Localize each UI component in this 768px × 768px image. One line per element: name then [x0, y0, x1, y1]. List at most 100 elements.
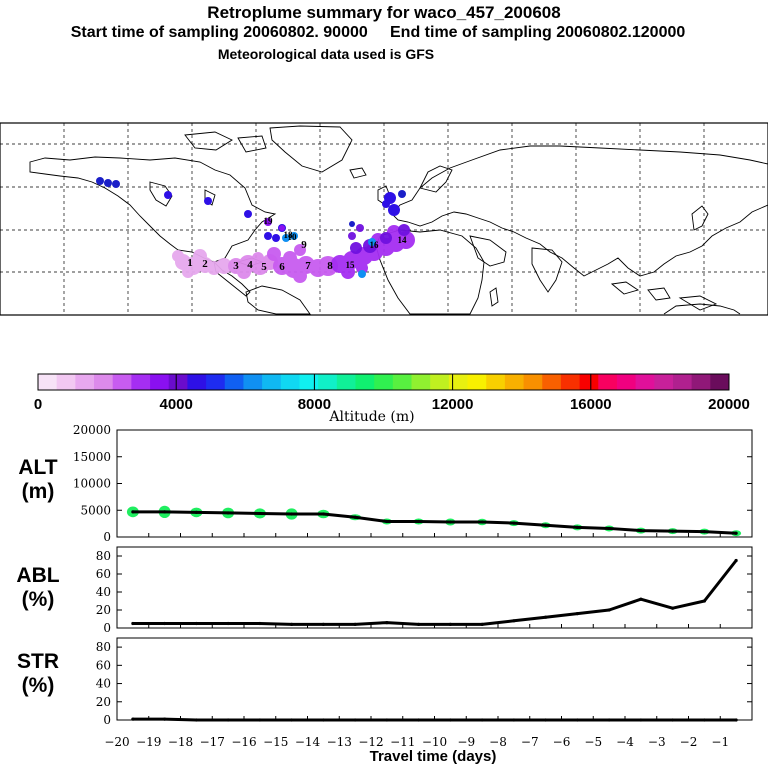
str-data-point	[131, 717, 135, 721]
alt-panel-ylabel: ALT (m)	[8, 456, 68, 504]
str-ylabel-line2: (%)	[21, 674, 55, 697]
plume-marker-label: 1	[187, 257, 193, 269]
x-tick-label: −2	[680, 735, 698, 749]
y-tick-label: 80	[96, 640, 111, 654]
plume-marker-label: 8	[327, 260, 333, 272]
x-tick-label: −16	[231, 735, 256, 749]
met-data-subtitle: Meteorological data used is GFS	[217, 46, 435, 62]
coastlines	[29, 125, 768, 315]
colorbar-swatch	[336, 374, 356, 390]
plume-marker-label: 7	[305, 260, 311, 272]
x-axis: −20 −19 −18 −17 −16 −15 −14 −13 −12 −11 −10 −9 −8 −7−…	[104, 735, 729, 749]
y-tick-label: 60	[96, 567, 111, 581]
str-data-point	[639, 718, 643, 722]
alt-data-point	[385, 519, 389, 524]
str-panel-frame	[116, 637, 753, 721]
y-tick-label: 20	[96, 603, 111, 617]
x-axis-label: Travel time (days)	[369, 748, 497, 765]
abl-data-point	[163, 621, 167, 626]
colorbar-swatch	[560, 374, 581, 390]
colorbar-swatch	[392, 374, 413, 390]
alt-data-point	[163, 510, 167, 514]
colorbar-swatch	[94, 374, 114, 390]
y-tick-label: 5000	[80, 503, 111, 517]
plume-marker-label: 2	[202, 258, 208, 270]
y-tick-label: 40	[96, 585, 111, 599]
x-tick-label: −6	[553, 735, 571, 749]
colorbar-tick-label: 12000	[432, 396, 474, 413]
colorbar-tick-label: 0	[34, 396, 42, 413]
alt-data-point	[226, 511, 230, 515]
alt-data-point	[512, 521, 516, 525]
alt-data-point	[575, 525, 579, 529]
alt-data-point	[702, 530, 706, 534]
str-data-point	[512, 718, 516, 722]
abl-data-point	[512, 619, 516, 623]
str-data-point	[321, 718, 325, 722]
colorbar-swatch	[374, 374, 394, 390]
alt-data-point	[353, 515, 357, 519]
str-panel-ylabel: STR (%)	[8, 650, 68, 698]
abl-data-point	[226, 621, 230, 626]
alt-data-point	[544, 523, 548, 527]
x-tick-label: −14	[295, 735, 321, 749]
str-data-point	[575, 718, 579, 722]
abl-data-point	[544, 615, 548, 619]
x-tick-label: −17	[200, 735, 225, 749]
x-tick-label: −12	[358, 735, 383, 749]
plume-marker-label: 9	[301, 239, 307, 251]
altitude-colorbar: 0 4000 8000 12000 16000 20000	[34, 373, 750, 413]
colorbar-swatch	[262, 374, 282, 390]
abl-data-point	[607, 608, 611, 612]
abl-data-point	[448, 622, 452, 627]
world-map: 1 2 3 4 5 6 7 8 910 16 14 18 15 19	[0, 122, 768, 316]
alt-data-point	[131, 510, 135, 514]
y-tick-label: 0	[103, 530, 111, 544]
time-series-panels: 0 5000 10000 15000 20000 0 20 40 60 80 0 20 40 60 80 −2…	[73, 423, 753, 749]
abl-ylabel-line1: ABL	[16, 564, 60, 587]
str-data-point	[702, 718, 706, 722]
abl-data-point	[702, 599, 706, 603]
colorbar-swatch	[411, 374, 431, 390]
alt-data-point	[290, 512, 294, 516]
alt-panel: 0 5000 10000 15000 20000	[73, 423, 753, 544]
str-data-point	[734, 718, 738, 722]
y-tick-label: 0	[103, 621, 111, 635]
str-data-point	[258, 718, 262, 722]
colorbar-tick-label: 20000	[708, 396, 750, 413]
abl-data-point	[321, 622, 325, 627]
str-panel: 0 20 40 60 80	[96, 637, 753, 727]
abl-data-point	[353, 622, 357, 627]
alt-data-point	[480, 520, 484, 524]
alt-data-point	[194, 510, 198, 514]
colorbar-swatch	[635, 374, 655, 390]
colorbar-swatch	[430, 374, 450, 390]
sampling-time-subtitle: Start time of sampling 20060802. 90000 E…	[70, 24, 686, 41]
str-data-point	[417, 718, 421, 722]
abl-data-point	[671, 606, 675, 610]
colorbar-swatch	[486, 374, 506, 390]
str-series-line	[132, 717, 737, 722]
plume-marker-label: 6	[279, 261, 285, 273]
plume-marker-label: 4	[247, 259, 253, 271]
y-tick-label: 80	[96, 549, 111, 563]
x-tick-label: −13	[327, 735, 352, 749]
x-tick-label: −1	[711, 735, 729, 749]
x-tick-label: −10	[422, 735, 447, 749]
x-tick-label: −4	[616, 735, 634, 749]
y-tick-label: 10000	[73, 477, 111, 491]
str-data-point	[353, 718, 357, 722]
colorbar-swatch	[710, 374, 730, 390]
colorbar-swatch	[598, 374, 618, 390]
colorbar-swatch	[467, 374, 487, 390]
abl-data-point	[639, 597, 643, 601]
colorbar-swatch	[448, 374, 469, 390]
abl-data-point	[385, 621, 389, 625]
plume-marker-label: 16	[370, 240, 380, 250]
plume-marker-label: 5	[261, 261, 267, 273]
alt-data-point	[671, 529, 675, 533]
colorbar-swatch	[616, 374, 637, 390]
colorbar-swatch	[56, 374, 76, 390]
colorbar-swatch	[504, 374, 525, 390]
